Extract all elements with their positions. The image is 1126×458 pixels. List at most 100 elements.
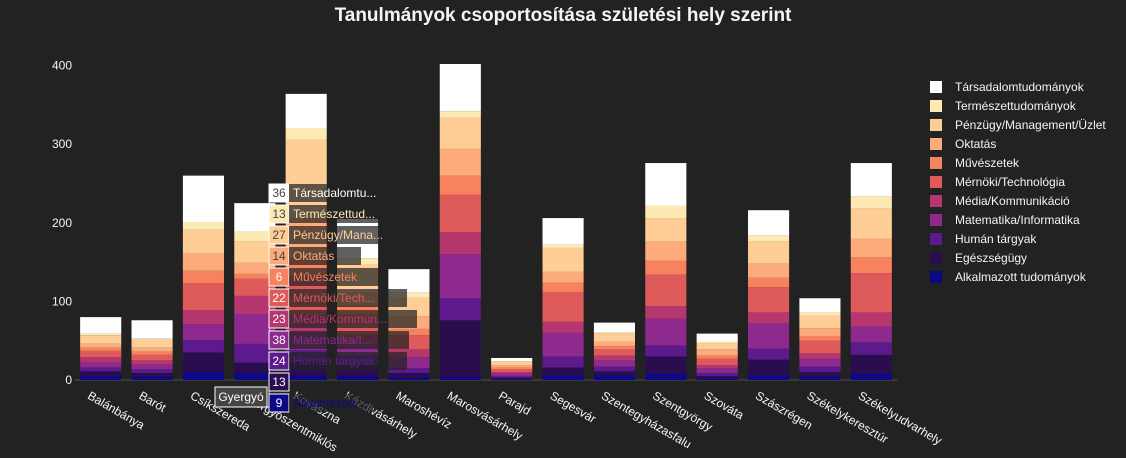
bar-segment[interactable] bbox=[439, 148, 481, 176]
bar-segment[interactable] bbox=[234, 241, 276, 263]
bar-segment[interactable] bbox=[542, 291, 584, 322]
bar-segment[interactable] bbox=[285, 93, 327, 129]
bar-segment[interactable] bbox=[182, 372, 224, 380]
bar-segment[interactable] bbox=[439, 320, 481, 377]
bar-segment[interactable] bbox=[645, 306, 687, 319]
bar-segment[interactable] bbox=[593, 349, 635, 356]
bar-segment[interactable] bbox=[388, 357, 430, 369]
bar-segment[interactable] bbox=[850, 273, 892, 313]
bar-segment[interactable] bbox=[388, 292, 430, 298]
bar-segment[interactable] bbox=[542, 282, 584, 292]
bar-segment[interactable] bbox=[799, 340, 841, 354]
bar-segment[interactable] bbox=[542, 332, 584, 357]
bar-segment[interactable] bbox=[645, 345, 687, 357]
bar-segment[interactable] bbox=[491, 368, 533, 373]
legend-item[interactable]: Egészségügy bbox=[930, 251, 1027, 265]
bar-segment[interactable] bbox=[645, 205, 687, 219]
bar-segment[interactable] bbox=[542, 218, 584, 245]
bar-segment[interactable] bbox=[748, 348, 790, 360]
bar-segment[interactable] bbox=[491, 361, 533, 366]
bar-segment[interactable] bbox=[491, 376, 533, 378]
legend-item[interactable]: Mérnöki/Technológia bbox=[930, 175, 1065, 189]
bar-segment[interactable] bbox=[491, 379, 533, 380]
bar-segment[interactable] bbox=[799, 358, 841, 367]
bar-segment[interactable] bbox=[593, 341, 635, 347]
bar-segment[interactable] bbox=[234, 262, 276, 274]
bar-segment[interactable] bbox=[799, 372, 841, 377]
bar-segment[interactable] bbox=[439, 254, 481, 299]
bar-segment[interactable] bbox=[799, 335, 841, 341]
bar-segment[interactable] bbox=[696, 333, 738, 342]
bar-segment[interactable] bbox=[748, 312, 790, 324]
bar-segment[interactable] bbox=[645, 163, 687, 206]
bar-segment[interactable] bbox=[748, 263, 790, 278]
bar-segment[interactable] bbox=[439, 64, 481, 112]
bar-segment[interactable] bbox=[131, 351, 173, 355]
bar-segment[interactable] bbox=[696, 378, 738, 380]
bar-segment[interactable] bbox=[439, 194, 481, 233]
bar-segment[interactable] bbox=[696, 376, 738, 379]
bar-segment[interactable] bbox=[748, 375, 790, 380]
bar-segment[interactable] bbox=[542, 247, 584, 272]
bar-segment[interactable] bbox=[850, 373, 892, 380]
bar-segment[interactable] bbox=[799, 312, 841, 316]
bar-segment[interactable] bbox=[131, 320, 173, 339]
bar-segment[interactable] bbox=[388, 372, 430, 378]
bar-segment[interactable] bbox=[234, 372, 276, 380]
bar-segment[interactable] bbox=[748, 287, 790, 313]
bar-segment[interactable] bbox=[645, 218, 687, 242]
bar-segment[interactable] bbox=[799, 366, 841, 373]
bar-segment[interactable] bbox=[80, 335, 122, 344]
bar-segment[interactable] bbox=[645, 274, 687, 307]
legend-item[interactable]: Társadalomtudományok bbox=[930, 80, 1085, 94]
bar-segment[interactable] bbox=[439, 117, 481, 149]
bar-segment[interactable] bbox=[850, 238, 892, 258]
legend-item[interactable]: Humán tárgyak bbox=[930, 232, 1037, 246]
bar-segment[interactable] bbox=[285, 128, 327, 140]
bar-segment[interactable] bbox=[696, 355, 738, 359]
bar-segment[interactable] bbox=[799, 376, 841, 380]
bar-segment[interactable] bbox=[850, 208, 892, 239]
bar-segment[interactable] bbox=[696, 368, 738, 373]
bar-segment[interactable] bbox=[131, 360, 173, 365]
legend-item[interactable]: Matematika/Informatika bbox=[930, 213, 1080, 227]
bar-segment[interactable] bbox=[131, 338, 173, 340]
bar-segment[interactable] bbox=[542, 367, 584, 376]
bar-segment[interactable] bbox=[80, 357, 122, 362]
bar-segment[interactable] bbox=[182, 352, 224, 373]
bar-segment[interactable] bbox=[542, 271, 584, 283]
bar-segment[interactable] bbox=[748, 323, 790, 349]
bar-segment[interactable] bbox=[131, 364, 173, 369]
bar-segment[interactable] bbox=[850, 312, 892, 327]
bar-segment[interactable] bbox=[388, 349, 430, 358]
bar-segment[interactable] bbox=[131, 339, 173, 348]
bar-segment[interactable] bbox=[131, 347, 173, 352]
bar-segment[interactable] bbox=[182, 324, 224, 340]
bar-segment[interactable] bbox=[80, 347, 122, 351]
bar-segment[interactable] bbox=[645, 241, 687, 261]
bar-segment[interactable] bbox=[696, 343, 738, 350]
bar-segment[interactable] bbox=[80, 333, 122, 336]
bar-segment[interactable] bbox=[80, 343, 122, 348]
bar-segment[interactable] bbox=[799, 298, 841, 313]
bar-segment[interactable] bbox=[491, 367, 533, 369]
bar-segment[interactable] bbox=[645, 260, 687, 275]
legend-item[interactable]: Természettudományok bbox=[930, 99, 1077, 113]
bar-segment[interactable] bbox=[131, 354, 173, 361]
bar-segment[interactable] bbox=[850, 354, 892, 374]
bar-segment[interactable] bbox=[491, 361, 533, 362]
bar-segment[interactable] bbox=[439, 111, 481, 118]
legend-item[interactable]: Média/Kommunikáció bbox=[930, 194, 1070, 208]
bar-segment[interactable] bbox=[182, 310, 224, 325]
legend-item[interactable]: Pénzügy/Management/Üzlet bbox=[930, 118, 1106, 132]
legend-item[interactable]: Oktatás bbox=[930, 137, 996, 151]
bar-segment[interactable] bbox=[337, 365, 379, 377]
bar-segment[interactable] bbox=[593, 360, 635, 367]
bar-segment[interactable] bbox=[748, 277, 790, 288]
bar-segment[interactable] bbox=[850, 342, 892, 355]
bar-segment[interactable] bbox=[439, 232, 481, 255]
bar-segment[interactable] bbox=[182, 253, 224, 271]
bar-segment[interactable] bbox=[696, 341, 738, 344]
bar-segment[interactable] bbox=[593, 322, 635, 333]
bar-segment[interactable] bbox=[337, 376, 379, 380]
